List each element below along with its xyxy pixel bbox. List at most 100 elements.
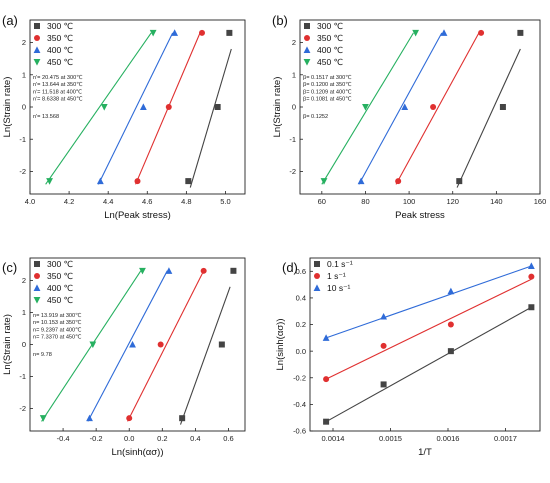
- panel-label: (d): [282, 260, 298, 275]
- legend-marker: [314, 273, 320, 279]
- x-tick-label: 0.0014: [322, 434, 345, 443]
- y-tick-label: -2: [19, 167, 26, 176]
- fit-line: [41, 270, 142, 422]
- data-point: [412, 29, 420, 37]
- y-tick-label: 0.4: [296, 294, 306, 303]
- series-group: [323, 304, 535, 425]
- panel-label: (a): [2, 13, 18, 28]
- y-tick-label: 0.6: [296, 267, 306, 276]
- legend-marker: [34, 261, 40, 267]
- annotation-text: n'= 20.475 at 300℃: [33, 74, 83, 81]
- fit-line: [325, 278, 532, 380]
- data-point: [517, 29, 524, 36]
- panel-label: (c): [2, 260, 17, 275]
- data-point: [157, 341, 164, 348]
- data-point: [395, 178, 402, 185]
- fit-line: [179, 286, 231, 425]
- y-tick-label: 1: [22, 308, 26, 317]
- fit-line: [189, 48, 232, 188]
- data-point: [200, 267, 207, 274]
- y-tick-label: -0.2: [293, 373, 306, 382]
- data-point: [322, 334, 330, 341]
- x-axis-label: Ln(Peak stress): [104, 210, 171, 221]
- data-point: [89, 341, 97, 349]
- panel-d: 0.0014 0.0015 0.0016 0.0017 -0.6 -0.4 -0.2 0.0 0…: [275, 257, 541, 458]
- y-tick-label: 0: [22, 340, 26, 349]
- data-point: [139, 103, 147, 110]
- plot-frame: [309, 257, 541, 432]
- annotation-text: β= 0.1081 at 450℃: [303, 96, 352, 103]
- data-point: [528, 304, 535, 311]
- legend-marker: [34, 23, 40, 29]
- legend-marker: [33, 59, 41, 66]
- fit-line: [127, 270, 205, 422]
- data-point: [199, 29, 205, 36]
- fit-annotations: β= 0.1517 at 300℃β= 0.1200 at 350℃β= 0.1…: [303, 74, 352, 120]
- legend-label: 450 ℃: [47, 295, 74, 305]
- y-tick-label: -1: [289, 135, 296, 144]
- x-tick-label: 160: [534, 197, 547, 206]
- data-point: [478, 29, 485, 36]
- legend-label: 350 ℃: [47, 271, 74, 281]
- x-tick-label: 100: [403, 197, 416, 206]
- legend-marker: [33, 46, 41, 53]
- series-group: [323, 273, 535, 383]
- series-group: [179, 267, 237, 425]
- data-point: [171, 29, 179, 36]
- legend: 300 ℃ 350 ℃ 400 ℃ 450 ℃: [33, 259, 74, 305]
- data-point: [218, 341, 225, 348]
- legend-label: 300 ℃: [317, 21, 344, 31]
- data-point: [126, 415, 133, 422]
- series-group: [126, 267, 207, 422]
- legend-marker: [303, 59, 311, 66]
- x-tick-label: 60: [318, 197, 326, 206]
- legend: 300 ℃ 350 ℃ 400 ℃ 450 ℃: [33, 21, 74, 67]
- fit-line: [358, 32, 443, 185]
- y-tick-label: 0.2: [296, 320, 306, 329]
- y-tick-label: -1: [19, 372, 26, 381]
- legend-marker: [303, 46, 311, 53]
- data-point: [185, 178, 192, 185]
- annotation-text: n'= 13.644 at 350℃: [33, 81, 83, 88]
- x-tick-label: 4.2: [64, 197, 74, 206]
- x-tick-label: -0.2: [90, 434, 103, 443]
- data-point: [380, 381, 387, 388]
- fit-line: [325, 306, 532, 423]
- annotation-text: n= 13.919 at 300℃: [33, 312, 81, 319]
- data-point: [179, 415, 186, 422]
- data-point: [323, 376, 330, 383]
- annotation-text: n= 7.3370 at 450℃: [33, 334, 81, 341]
- data-point: [499, 104, 506, 110]
- legend-label: 350 ℃: [47, 33, 74, 43]
- x-tick-label: 80: [361, 197, 369, 206]
- legend-label: 350 ℃: [317, 33, 344, 43]
- data-point: [440, 29, 448, 36]
- fit-line: [456, 48, 521, 188]
- x-tick-label: 4.6: [142, 197, 152, 206]
- data-point: [430, 104, 437, 110]
- legend-marker: [304, 35, 310, 41]
- legend-label: 400 ℃: [317, 45, 344, 55]
- y-tick-label: -2: [19, 404, 26, 413]
- y-tick-label: 0: [292, 103, 296, 112]
- data-point: [165, 104, 172, 110]
- y-tick-label: 2: [22, 38, 26, 47]
- legend-label: 450 ℃: [317, 57, 344, 67]
- panel-a: 4.0 4.2 4.4 4.6 4.8 5.0 -2 -1 0 1 2 Ln(Peak stress)…: [2, 13, 246, 221]
- legend-marker: [33, 284, 41, 291]
- series-group: [357, 29, 448, 185]
- legend: 300 ℃ 350 ℃ 400 ℃ 450 ℃: [303, 21, 344, 67]
- data-point: [447, 287, 455, 295]
- data-point: [226, 29, 233, 36]
- y-axis-label: Ln(Strain rate): [272, 77, 283, 138]
- legend-label: 300 ℃: [47, 259, 74, 269]
- series-group: [96, 29, 179, 185]
- x-tick-label: 0.4: [190, 434, 200, 443]
- data-point: [527, 262, 535, 269]
- fit-line: [45, 32, 152, 185]
- data-point: [39, 415, 47, 422]
- legend-label: 1 s⁻¹: [327, 271, 346, 281]
- legend: 0.1 s⁻¹ 1 s⁻¹ 10 s⁻¹: [313, 259, 353, 293]
- data-point: [96, 177, 104, 185]
- annotation-text: β= 0.1209 at 400℃: [303, 88, 352, 95]
